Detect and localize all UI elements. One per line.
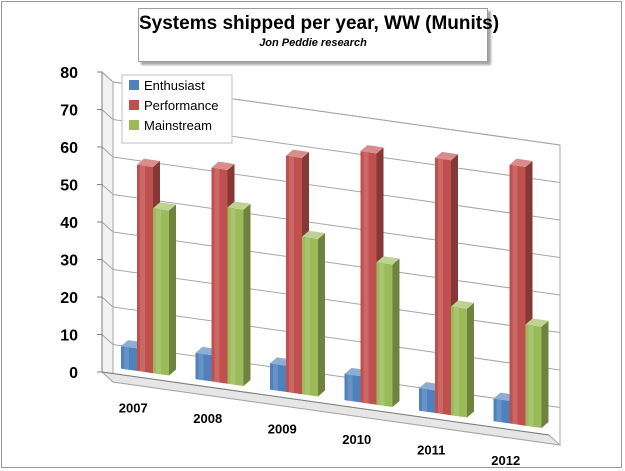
title-box: Systems shipped per year, WW (Munits) Jo… xyxy=(138,8,500,62)
x-tick-label: 2008 xyxy=(193,411,222,426)
bar-highlight xyxy=(379,262,385,406)
gridline-side xyxy=(101,296,114,308)
y-tick-label: 50 xyxy=(60,178,78,195)
bar-top xyxy=(451,300,474,309)
bar-highlight xyxy=(289,156,294,394)
y-tick-label: 10 xyxy=(60,328,78,345)
x-axis-line xyxy=(101,371,550,436)
bar-highlight xyxy=(496,399,502,423)
y-tick-label: 30 xyxy=(60,253,78,270)
x-tick-label: 2012 xyxy=(491,453,520,468)
bar-highlight xyxy=(305,237,310,396)
gridline-back xyxy=(112,269,561,333)
bar-mainstream-2007 xyxy=(153,202,176,376)
y-tick-label: 20 xyxy=(60,290,78,307)
y-tick-label: 80 xyxy=(60,65,78,82)
bar-mainstream-2011 xyxy=(451,300,474,418)
legend-label-performance: Performance xyxy=(144,98,218,113)
bar-side xyxy=(467,302,474,418)
legend-swatch-enthusiast xyxy=(129,80,139,90)
x-tick-label: 2011 xyxy=(417,442,445,457)
gridline-side xyxy=(101,146,114,158)
legend-swatch-performance xyxy=(129,100,139,110)
bar-highlight xyxy=(438,158,443,415)
x-axis: 2007 2008 2009 2010 2011 2012 xyxy=(119,400,520,468)
bar-highlight xyxy=(347,374,353,402)
bar-side xyxy=(169,204,176,376)
gridline-back xyxy=(112,344,561,408)
x-tick-label: 2009 xyxy=(268,421,297,436)
bar-top xyxy=(302,230,325,239)
gridline-side xyxy=(101,109,114,120)
chart-title: Systems shipped per year, WW (Munits) xyxy=(139,13,500,34)
bar-top xyxy=(286,149,309,158)
bar-highlight xyxy=(124,346,129,370)
gridline-side xyxy=(101,71,114,83)
gridline-back xyxy=(112,231,561,296)
gridline-back xyxy=(112,156,561,221)
bar-top xyxy=(137,158,160,167)
bar-highlight xyxy=(140,165,145,373)
bar-highlight xyxy=(273,363,278,391)
gridline-back xyxy=(112,194,561,258)
bar-highlight xyxy=(528,324,534,427)
bar-top xyxy=(360,145,384,154)
gridline-side xyxy=(101,221,114,233)
y-axis: 0 10 20 30 40 50 60 70 80 xyxy=(60,65,103,382)
bar-highlight xyxy=(230,207,236,385)
y-tick-label: 0 xyxy=(69,365,78,382)
bar-top xyxy=(153,202,176,211)
chart-floor xyxy=(100,371,562,446)
bar-highlight xyxy=(422,388,427,412)
legend-swatch-mainstream xyxy=(129,120,139,130)
bar-highlight xyxy=(156,208,161,375)
bars xyxy=(121,145,549,428)
chart-subtitle: Jon Peddie research xyxy=(259,37,367,49)
gridline-back xyxy=(112,306,561,371)
bar-side xyxy=(541,320,549,428)
y-tick-label: 70 xyxy=(60,103,78,120)
bar-highlight xyxy=(512,165,518,425)
bar-mainstream-2012 xyxy=(525,318,549,428)
bar-mainstream-2010 xyxy=(376,256,400,407)
bar-top xyxy=(211,161,235,170)
bar-top xyxy=(376,256,400,265)
gridline-side xyxy=(101,259,114,270)
bar-mainstream-2008 xyxy=(227,201,251,386)
legend-box xyxy=(121,74,233,144)
bar-mainstream-2009 xyxy=(302,230,325,397)
bar-top xyxy=(227,201,251,210)
bar-highlight xyxy=(454,306,459,417)
bar-highlight xyxy=(363,151,369,404)
y-tick-label: 60 xyxy=(60,140,78,157)
bar-side xyxy=(243,203,251,386)
y-tick-label: 40 xyxy=(60,215,78,232)
bar-top xyxy=(509,158,533,167)
bar-top xyxy=(435,151,458,161)
gridline-side xyxy=(101,334,114,345)
bar-highlight xyxy=(198,353,204,381)
x-tick-label: 2007 xyxy=(119,400,148,415)
legend-label-mainstream: Mainstream xyxy=(144,118,212,133)
bar-side xyxy=(392,258,400,407)
bar-top xyxy=(525,318,549,327)
x-tick-label: 2010 xyxy=(342,432,371,447)
gridline-side xyxy=(101,184,114,195)
bar-highlight xyxy=(214,168,220,383)
bar-side xyxy=(318,232,325,397)
legend: Enthusiast Performance Mainstream xyxy=(121,74,233,144)
legend-label-enthusiast: Enthusiast xyxy=(144,78,205,93)
